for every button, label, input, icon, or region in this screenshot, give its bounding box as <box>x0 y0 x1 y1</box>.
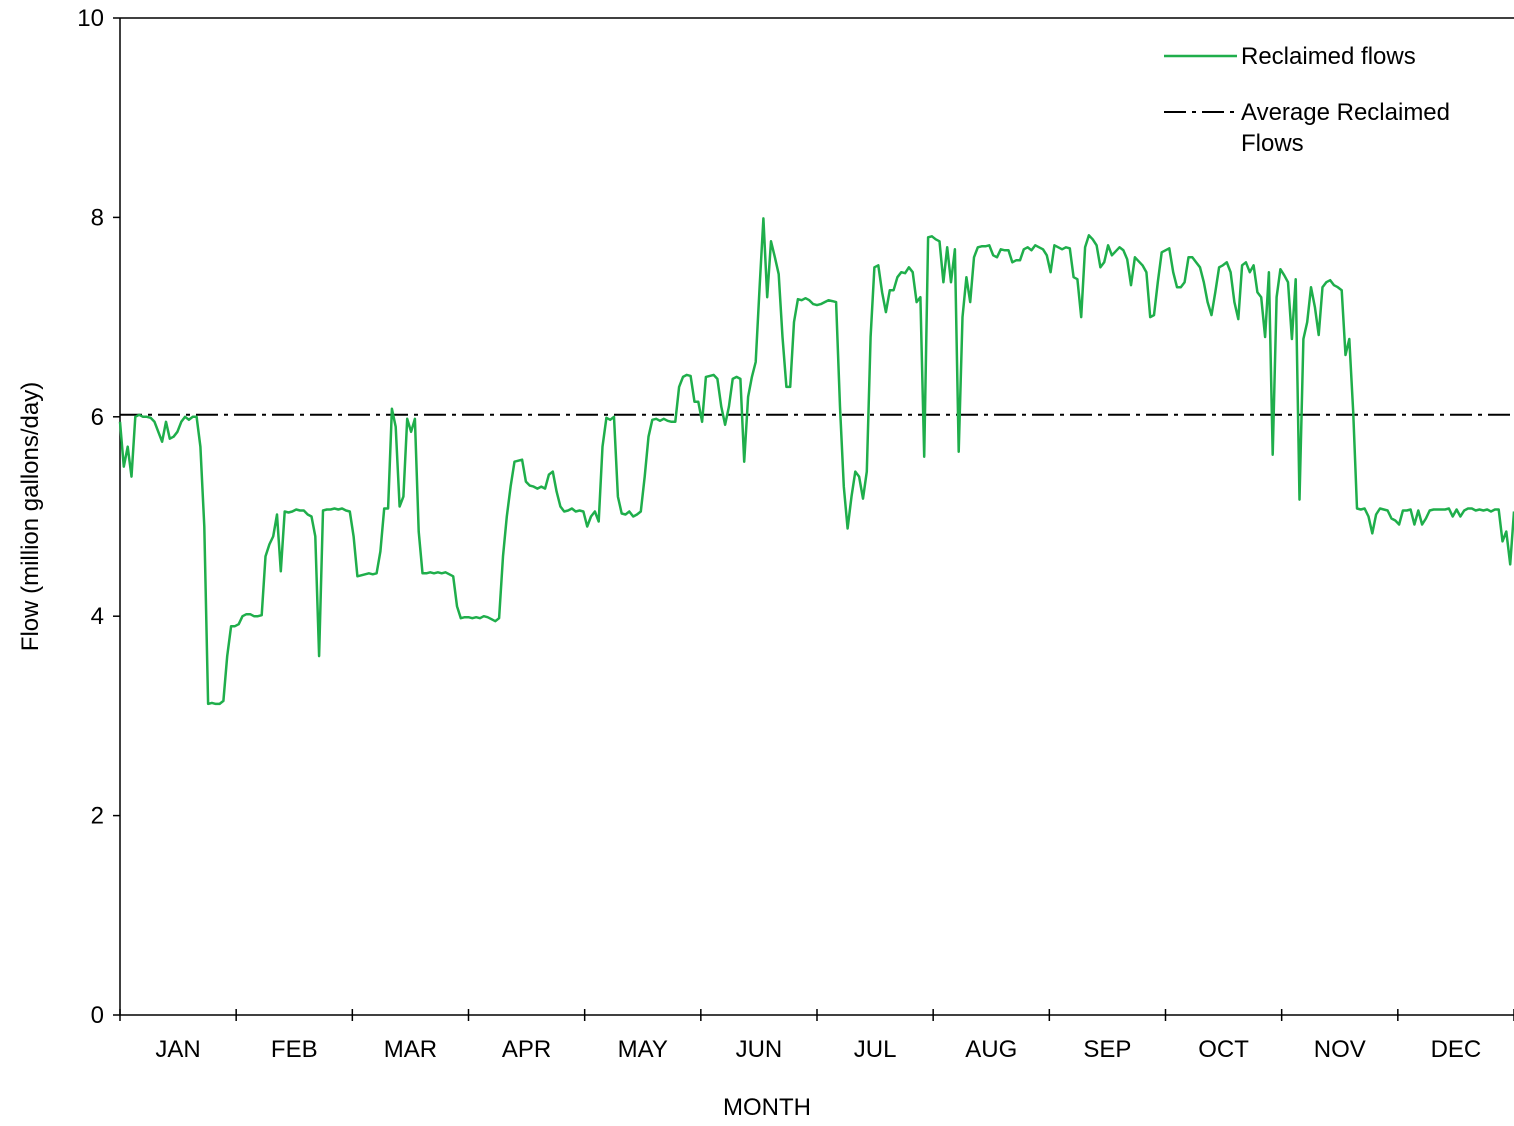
y-tick-label: 10 <box>77 5 104 32</box>
y-ticks: 0 2 4 6 8 10 <box>77 5 120 1029</box>
x-tick-label: APR <box>502 1036 551 1063</box>
x-tick-label: JUN <box>736 1036 783 1063</box>
x-tick-label: NOV <box>1314 1036 1366 1063</box>
series-line-reclaimed-flows <box>118 217 1514 706</box>
x-tick-label: DEC <box>1431 1036 1482 1063</box>
x-tick-label: JAN <box>155 1036 200 1063</box>
x-tick-label: JUL <box>854 1036 897 1063</box>
x-ticks: JAN FEB MAR APR MAY JUN JUL AUG SEP OCT NOV DEC <box>119 1009 1514 1063</box>
series-layer <box>118 217 1514 706</box>
x-tick-label: MAR <box>384 1036 437 1063</box>
x-axis-title: MONTH <box>723 1094 811 1121</box>
x-tick-label: FEB <box>271 1036 318 1063</box>
y-tick-label: 4 <box>91 603 104 630</box>
legend: Reclaimed flows Average Reclaimed Flows <box>1164 43 1450 157</box>
plot-frame <box>119 17 1514 1016</box>
x-tick-label: OCT <box>1198 1036 1249 1063</box>
legend-label-reclaimed-flows: Reclaimed flows <box>1241 43 1416 70</box>
y-tick-label: 8 <box>91 204 104 231</box>
x-tick-label: SEP <box>1083 1036 1131 1063</box>
y-tick-label: 2 <box>91 803 104 830</box>
x-tick-label: MAY <box>618 1036 668 1063</box>
y-axis-title: Flow (million gallons/day) <box>17 382 44 651</box>
y-tick-label: 6 <box>91 404 104 431</box>
x-tick-label: AUG <box>965 1036 1017 1063</box>
legend-label-average-reclaimed-flows: Average Reclaimed Flows <box>1241 99 1450 157</box>
y-tick-label: 0 <box>91 1002 104 1029</box>
